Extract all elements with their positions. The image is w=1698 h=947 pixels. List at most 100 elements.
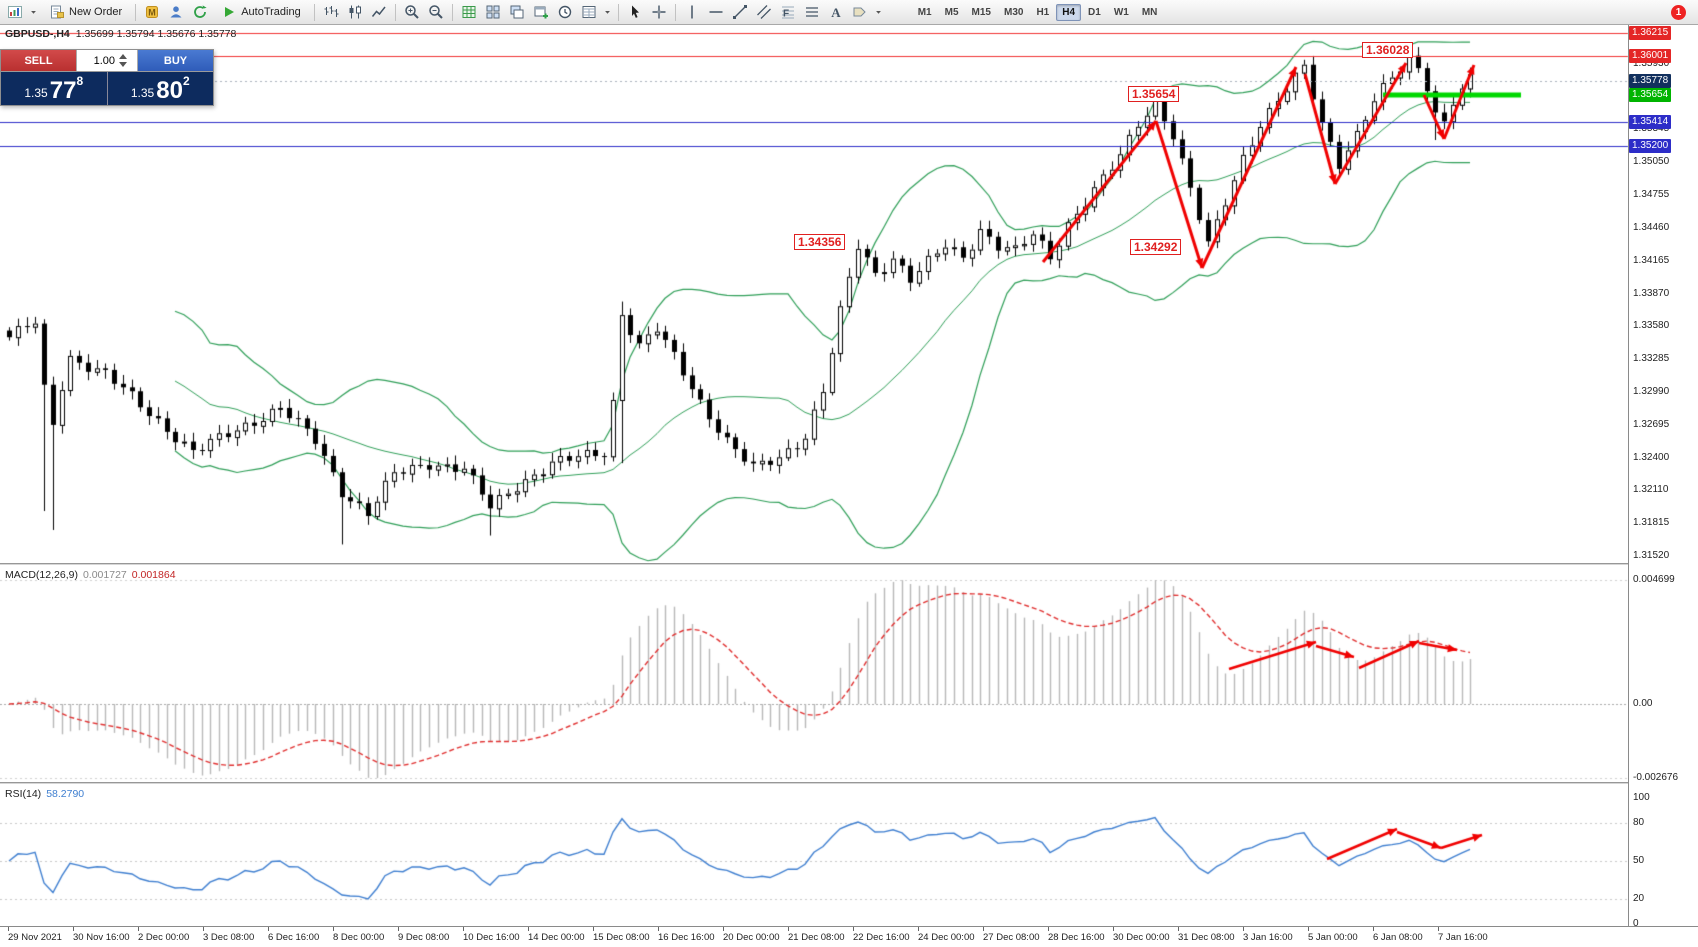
autotrading-label: AutoTrading — [241, 6, 301, 18]
volume-down-button[interactable] — [119, 62, 127, 67]
horizontal-line-icon[interactable] — [705, 2, 727, 22]
time-tick — [528, 927, 529, 931]
time-tick — [1243, 927, 1244, 931]
time-axis[interactable]: 29 Nov 2021 30 Nov 16:00 2 Dec 00:00 3 Dec … — [0, 926, 1698, 947]
timeframe-w1[interactable]: W1 — [1113, 6, 1129, 18]
arrow-label-icon[interactable] — [849, 2, 871, 22]
rsi-axis-label: 80 — [1633, 817, 1645, 828]
candlestick-chart-icon[interactable] — [344, 2, 366, 22]
dropdown-icon[interactable] — [28, 2, 39, 22]
macd-signal-value: 0.001864 — [131, 569, 176, 581]
main-toolbar: New Order M AutoTrading F A M1 M5 M15 M30 H1 H4 D1 W… — [0, 0, 1698, 25]
macd-axis-label: -0.002676 — [1633, 772, 1679, 783]
timeframe-toolbar: M1 M5 M15 M30 H1 H4 D1 W1 MN — [912, 3, 1164, 21]
rsi-axis-label: 50 — [1633, 855, 1645, 866]
time-tick-label: 31 Dec 08:00 — [1178, 932, 1235, 943]
time-tick-label: 6 Dec 16:00 — [268, 932, 320, 943]
time-tick — [463, 927, 464, 931]
rsi-name: RSI(14) — [5, 788, 42, 800]
time-tick-label: 30 Nov 16:00 — [73, 932, 130, 943]
line-chart-icon[interactable] — [368, 2, 390, 22]
text-icon[interactable]: A — [825, 2, 847, 22]
svg-text:F: F — [783, 9, 789, 20]
time-tick-label: 9 Dec 08:00 — [398, 932, 450, 943]
clock-icon[interactable] — [554, 2, 576, 22]
timeframe-mn[interactable]: MN — [1141, 6, 1158, 18]
cursor-icon[interactable] — [624, 2, 646, 22]
toolbar-separator — [135, 3, 137, 21]
macd-axis-label: 0.00 — [1633, 698, 1653, 709]
time-tick — [333, 927, 334, 931]
timeframe-h1[interactable]: H1 — [1036, 6, 1050, 18]
sell-price-big: 77 — [49, 77, 77, 104]
new-chart-icon[interactable] — [4, 2, 26, 22]
trendline-icon[interactable] — [729, 2, 751, 22]
new-order-button[interactable]: New Order — [41, 2, 130, 22]
rsi-panel-splitter[interactable] — [0, 782, 1698, 785]
macd-name: MACD(12,26,9) — [5, 569, 78, 581]
time-tick — [658, 927, 659, 931]
new-window-icon[interactable] — [530, 2, 552, 22]
price-tick-label: 1.34755 — [1633, 189, 1670, 201]
volume-up-button[interactable] — [119, 54, 127, 59]
dropdown-icon[interactable] — [602, 2, 613, 22]
price-tick-label: 1.32400 — [1633, 451, 1670, 463]
svg-text:A: A — [831, 5, 841, 20]
channel-icon[interactable] — [753, 2, 775, 22]
timeframe-d1[interactable]: D1 — [1088, 6, 1101, 18]
timeframe-m30[interactable]: M30 — [1003, 6, 1024, 18]
price-axis-border — [1628, 25, 1629, 926]
vertical-line-icon[interactable] — [681, 2, 703, 22]
rsi-axis-label: 0 — [1633, 918, 1639, 929]
tile-windows-icon[interactable] — [482, 2, 504, 22]
fibonacci-icon[interactable]: F — [777, 2, 799, 22]
rsi-panel-canvas[interactable] — [0, 785, 1698, 926]
price-tick-label: 1.34165 — [1633, 254, 1670, 266]
crosshair-icon[interactable] — [648, 2, 670, 22]
time-tick — [1048, 927, 1049, 931]
dropdown-icon[interactable] — [873, 2, 884, 22]
price-tick-label: 1.31815 — [1633, 516, 1670, 528]
time-tick — [138, 927, 139, 931]
macd-panel-splitter[interactable] — [0, 563, 1698, 566]
time-tick — [788, 927, 789, 931]
buy-price-prefix: 1.35 — [130, 86, 155, 100]
time-tick-label: 2 Dec 00:00 — [138, 932, 190, 943]
timeframe-m15[interactable]: M15 — [971, 6, 991, 18]
zoom-out-icon[interactable] — [425, 2, 447, 22]
volume-control — [76, 50, 138, 71]
community-icon[interactable] — [165, 2, 187, 22]
indicators-icon[interactable] — [458, 2, 480, 22]
price-tick-label: 1.31520 — [1633, 549, 1670, 561]
macd-panel-canvas[interactable] — [0, 566, 1698, 782]
refresh-icon[interactable] — [189, 2, 211, 22]
timeframe-h4[interactable]: H4 — [1056, 3, 1082, 21]
sell-button[interactable]: SELL — [1, 50, 76, 71]
time-tick-label: 30 Dec 00:00 — [1113, 932, 1170, 943]
notification-badge[interactable]: 1 — [1671, 4, 1686, 20]
buy-button[interactable]: BUY — [138, 50, 213, 71]
price-badge: 1.35654 — [1629, 88, 1672, 102]
time-tick-label: 28 Dec 16:00 — [1048, 932, 1105, 943]
bar-chart-icon[interactable] — [320, 2, 342, 22]
autotrading-button[interactable]: AutoTrading — [213, 2, 309, 22]
volume-input[interactable] — [77, 54, 117, 67]
zoom-in-icon[interactable] — [401, 2, 423, 22]
toolbar-separator — [451, 3, 453, 21]
mql5-icon[interactable]: M — [141, 2, 163, 22]
chart-ohlc-header: GBPUSD-,H4 1.35699 1.35794 1.35676 1.3577… — [5, 28, 236, 40]
sell-price-button[interactable]: 1.35 77 8 — [1, 72, 107, 105]
timeframe-m1[interactable]: M1 — [917, 6, 932, 18]
grid-lines-icon[interactable] — [801, 2, 823, 22]
cascade-windows-icon[interactable] — [506, 2, 528, 22]
time-tick — [983, 927, 984, 931]
price-chart-canvas[interactable] — [0, 25, 1698, 563]
data-window-icon[interactable] — [578, 2, 600, 22]
buy-price-button[interactable]: 1.35 80 2 — [107, 72, 213, 105]
time-tick-label: 10 Dec 16:00 — [463, 932, 520, 943]
timeframe-m5[interactable]: M5 — [944, 6, 959, 18]
price-axis[interactable]: 1.35930 1.35345 1.35050 1.34755 1.34460 1.341… — [1629, 25, 1698, 929]
time-tick — [593, 927, 594, 931]
time-tick — [8, 927, 9, 931]
